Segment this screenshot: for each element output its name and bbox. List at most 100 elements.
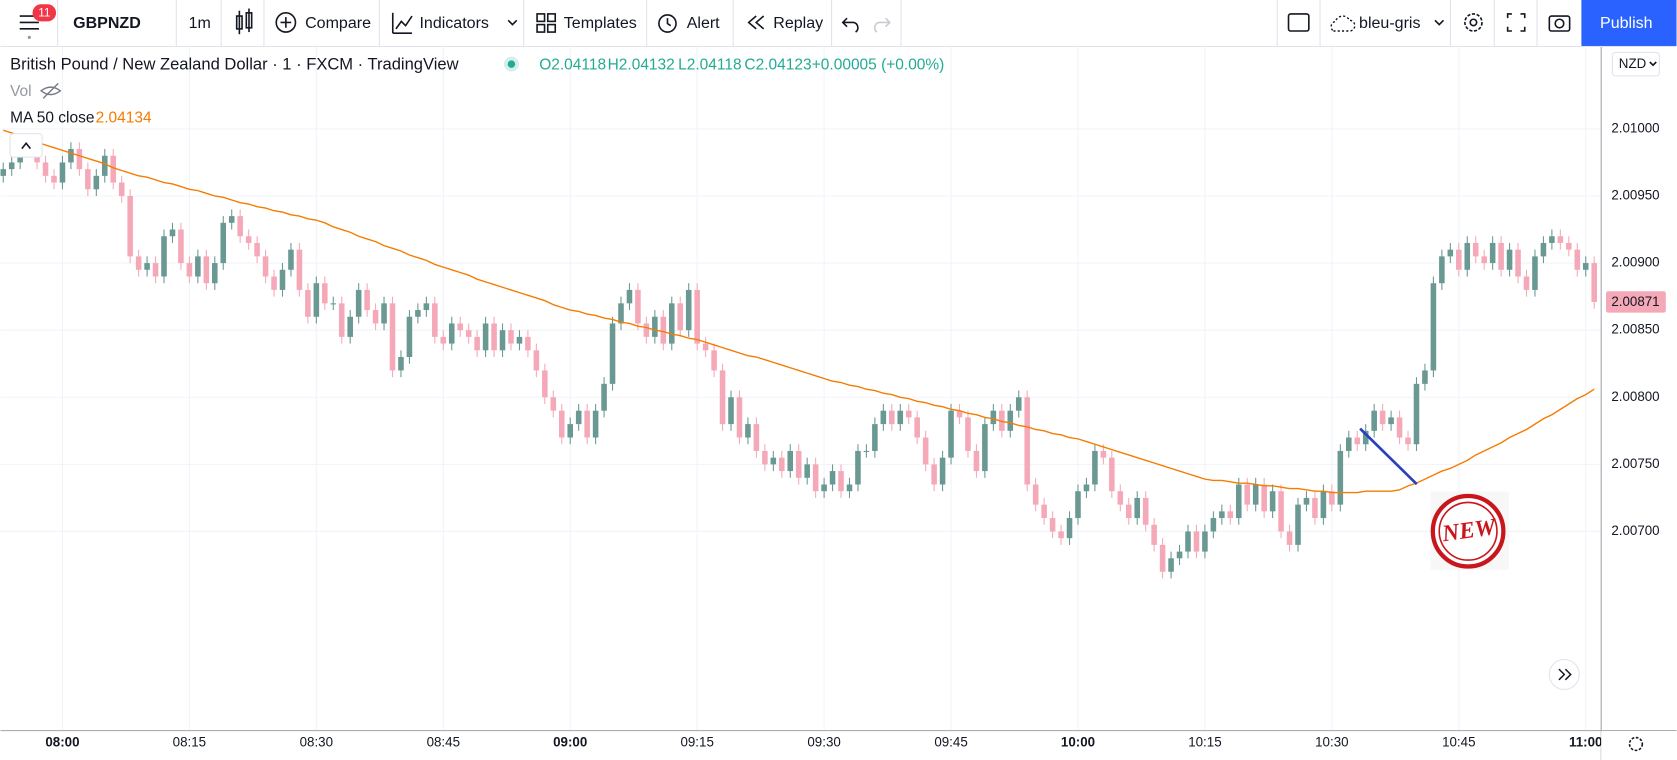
candle-body	[381, 303, 387, 324]
candle-body	[770, 457, 777, 465]
candle-body	[237, 216, 243, 237]
candle-body	[550, 397, 557, 411]
currency[interactable]: NZD	[1619, 56, 1647, 71]
replay-icon[interactable]	[754, 15, 765, 30]
axis-settings[interactable]	[1628, 736, 1644, 752]
publish-button[interactable]: Publish	[1600, 14, 1653, 32]
candle-body	[1134, 497, 1140, 519]
candle-body	[1464, 242, 1471, 270]
candle-body	[584, 410, 590, 438]
y-tick-label: 2.00850	[1611, 322, 1659, 337]
layout-name[interactable]: bleu-gris	[1359, 14, 1420, 32]
candle-body	[601, 383, 607, 411]
candle-body	[432, 303, 438, 337]
candle-body	[415, 310, 421, 317]
candle-body	[1168, 558, 1174, 572]
candle-body	[914, 417, 920, 438]
candle-body	[1092, 450, 1098, 485]
chart-style-button[interactable]	[235, 8, 253, 35]
candle-body	[347, 316, 353, 337]
candle-body	[982, 424, 988, 472]
candle-body	[1456, 249, 1462, 270]
candle-body	[8, 162, 15, 170]
candle-body	[364, 289, 370, 311]
candle-body	[1075, 491, 1081, 519]
candle-body	[863, 450, 870, 453]
candle-body	[1549, 236, 1555, 243]
candle-body	[127, 195, 133, 257]
candle-body	[398, 357, 404, 371]
candle-body	[1185, 531, 1191, 552]
indicators-dropdown[interactable]	[507, 19, 518, 26]
templates-icon[interactable]	[536, 13, 557, 33]
undo-button[interactable]	[841, 17, 859, 33]
candle-body	[1295, 504, 1301, 545]
candle-body	[110, 155, 117, 183]
candle-body	[1540, 242, 1547, 257]
ohlc-close: C2.04123	[744, 56, 811, 73]
ma-label[interactable]: MA 50 close	[10, 110, 94, 127]
candle-body	[296, 249, 303, 290]
settings-button[interactable]	[1464, 13, 1483, 32]
candle-body	[1041, 504, 1047, 519]
indicators-button[interactable]: Indicators	[419, 14, 488, 32]
candle-body	[195, 256, 201, 277]
symbol[interactable]: GBPNZD	[73, 14, 141, 32]
grid	[0, 47, 1601, 731]
collapse-legend[interactable]	[9, 133, 43, 158]
candle-body	[1015, 397, 1022, 411]
candle-body	[1109, 457, 1115, 492]
candle-body	[1498, 242, 1504, 270]
candle-body	[1142, 497, 1149, 525]
candle-body	[567, 424, 574, 438]
alert-icon[interactable]	[658, 14, 677, 33]
candle-body	[1202, 531, 1208, 552]
candle-body	[101, 155, 108, 176]
candle-body	[956, 410, 963, 418]
replay-button[interactable]: Replay	[773, 14, 823, 32]
candle-body	[880, 410, 887, 425]
publish-bg[interactable]	[1581, 0, 1677, 46]
candle-body	[144, 263, 150, 270]
candle-body	[152, 263, 159, 277]
instrument-title: British Pound / New Zealand Dollar · 1 ·…	[10, 55, 459, 74]
candle-body	[51, 175, 57, 183]
candle-body	[855, 450, 861, 485]
candle-body	[1278, 491, 1284, 532]
candle-body	[829, 471, 836, 485]
snapshot-button[interactable]	[1548, 15, 1571, 32]
redo-button[interactable]	[873, 17, 891, 33]
cloud-icon[interactable]	[1330, 15, 1356, 32]
candle-body	[212, 263, 218, 284]
candle-body	[93, 175, 100, 190]
indicators-icon[interactable]	[395, 15, 413, 30]
vol-label[interactable]: Vol	[10, 83, 32, 100]
layout-toggle[interactable]	[1287, 13, 1310, 32]
candle-body	[448, 323, 455, 344]
candle-body	[753, 424, 760, 451]
fullscreen-button[interactable]	[1506, 13, 1526, 32]
candle-body	[1235, 484, 1242, 519]
alert-button[interactable]: Alert	[687, 14, 720, 32]
candle-body	[1151, 524, 1157, 545]
compare-button[interactable]: Compare	[305, 14, 371, 32]
candle-body	[355, 289, 362, 317]
candle-body	[1210, 518, 1217, 532]
candle-body	[178, 229, 184, 264]
market-status	[507, 60, 516, 68]
candle-body	[525, 336, 531, 351]
interval[interactable]: 1m	[189, 14, 211, 32]
y-tick-label: 2.00900	[1611, 255, 1659, 270]
currency-button[interactable]	[1611, 51, 1660, 77]
candle-body	[1261, 484, 1267, 512]
candle-body	[948, 410, 954, 458]
candle-body	[1388, 417, 1394, 425]
vol-hidden-icon[interactable]	[39, 82, 62, 99]
candle-body	[685, 289, 692, 331]
ohlc-high: H2.04132	[608, 56, 675, 73]
candle-body	[161, 236, 167, 277]
x-tick-label: 08:15	[173, 734, 206, 749]
compare-icon[interactable]	[275, 12, 297, 33]
templates-button[interactable]: Templates	[564, 14, 637, 32]
candle-body	[457, 323, 463, 331]
